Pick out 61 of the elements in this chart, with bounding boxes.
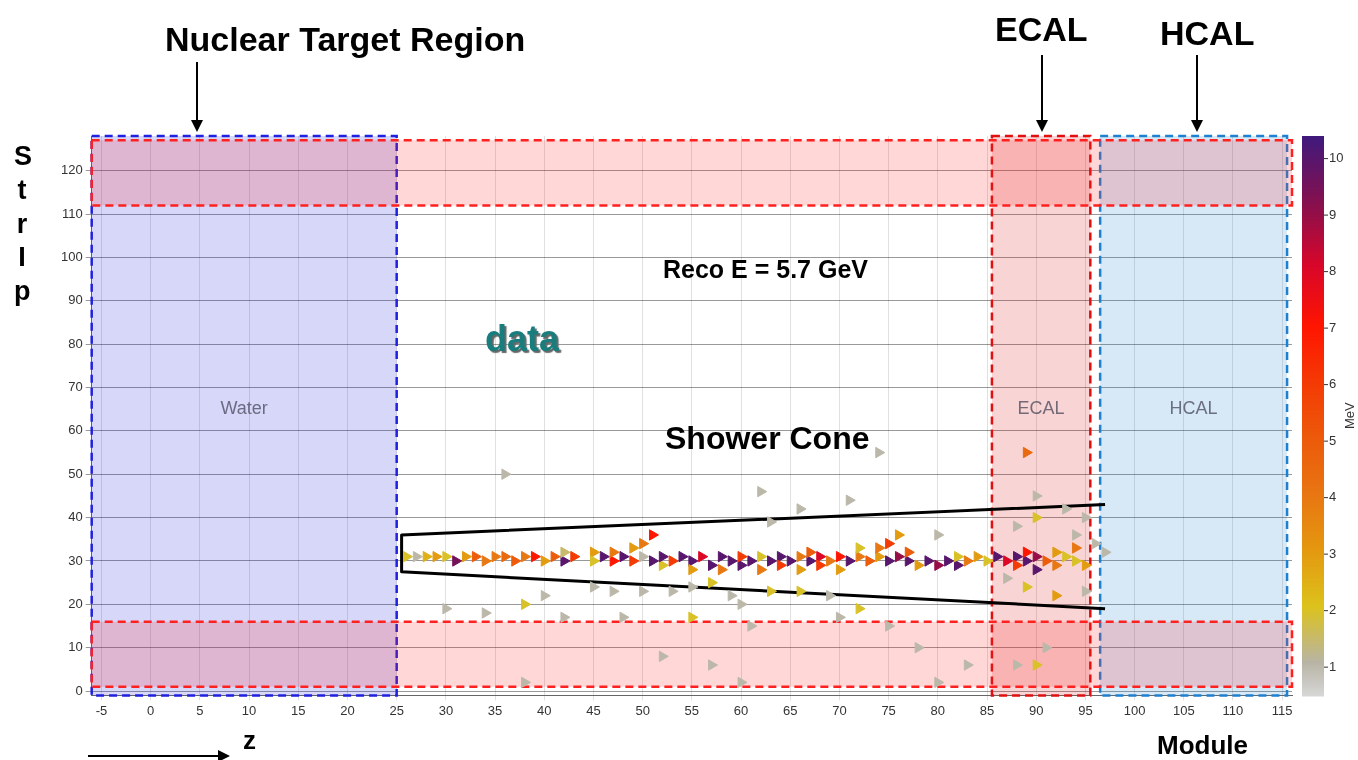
y-tick-label: 10 [68, 639, 83, 655]
text: ECAL [995, 10, 1088, 49]
y-axis-title: StrIp [14, 140, 33, 308]
x-tick-label: 75 [881, 702, 896, 718]
x-axis-title: Module [1157, 730, 1248, 760]
x-tick-label: 115 [1271, 702, 1293, 718]
x-tick-label: 50 [635, 702, 650, 718]
color-bar-label: 4 [1329, 489, 1337, 505]
x-tick-label: 30 [438, 702, 454, 718]
x-tick-label: 110 [1222, 702, 1244, 718]
x-tick-label: 20 [340, 702, 355, 718]
y-tick-label: 90 [68, 292, 83, 308]
y-tick-label: 40 [68, 509, 83, 525]
y-tick-label: 80 [68, 335, 83, 351]
color-bar-label: 7 [1329, 319, 1337, 335]
y-tick-label: 100 [60, 249, 83, 264]
x-tick-label: 85 [979, 702, 995, 718]
x-tick-label: 105 [1172, 702, 1195, 718]
x-tick-label: 90 [1028, 702, 1044, 718]
band-label: Water [220, 398, 268, 419]
text: HCAL [1160, 14, 1255, 53]
x-tick-label: 5 [196, 702, 204, 718]
y-tick-label: 0 [75, 682, 83, 698]
color-bar-label: 9 [1329, 206, 1337, 222]
x-tick-label: 10 [241, 702, 257, 718]
y-tick-label: 60 [68, 422, 83, 438]
x-tick-label: 60 [733, 702, 749, 718]
y-tick-label: 120 [60, 162, 83, 178]
y-tick-label: 70 [68, 379, 83, 395]
x-tick-label: 45 [586, 702, 601, 718]
color-bar-label: 6 [1329, 376, 1337, 392]
x-tick-label: 40 [537, 702, 552, 718]
x-tick-label: 55 [684, 702, 700, 718]
x-tick-label: 35 [487, 702, 503, 718]
x-tick-label: 95 [1078, 702, 1093, 718]
x-tick-label: 80 [930, 702, 946, 718]
y-tick-label: 50 [68, 465, 83, 481]
x-tick-label: 25 [389, 702, 404, 718]
band-label: HCAL [1169, 398, 1218, 419]
x-tick-label: -5 [95, 702, 108, 718]
x-tick-label: 70 [832, 702, 847, 718]
color-bar-label: 3 [1329, 545, 1337, 561]
y-tick-label: 20 [68, 595, 83, 611]
annotation: Shower Cone [665, 420, 870, 457]
band-label: ECAL [1017, 398, 1065, 419]
x-tick-label: 0 [147, 702, 155, 718]
x-tick-label: 100 [1123, 702, 1146, 718]
x-tick-label: 65 [783, 702, 798, 718]
color-bar-label: 8 [1329, 263, 1337, 279]
color-bar-label: 5 [1329, 432, 1337, 448]
color-bar-label: 1 [1329, 658, 1337, 674]
x-tick-label: 15 [291, 702, 306, 718]
y-tick-label: 110 [61, 205, 83, 221]
annotation: Reco E = 5.7 GeV [663, 255, 868, 284]
annotation: data [485, 318, 560, 360]
y-tick-label: 30 [68, 552, 83, 568]
text: z [243, 725, 256, 756]
color-bar-title: MeV [1341, 402, 1357, 430]
color-bar-label: 2 [1329, 602, 1337, 618]
color-bar-label: 10 [1329, 150, 1344, 166]
text: Nuclear Target Region [165, 20, 526, 59]
